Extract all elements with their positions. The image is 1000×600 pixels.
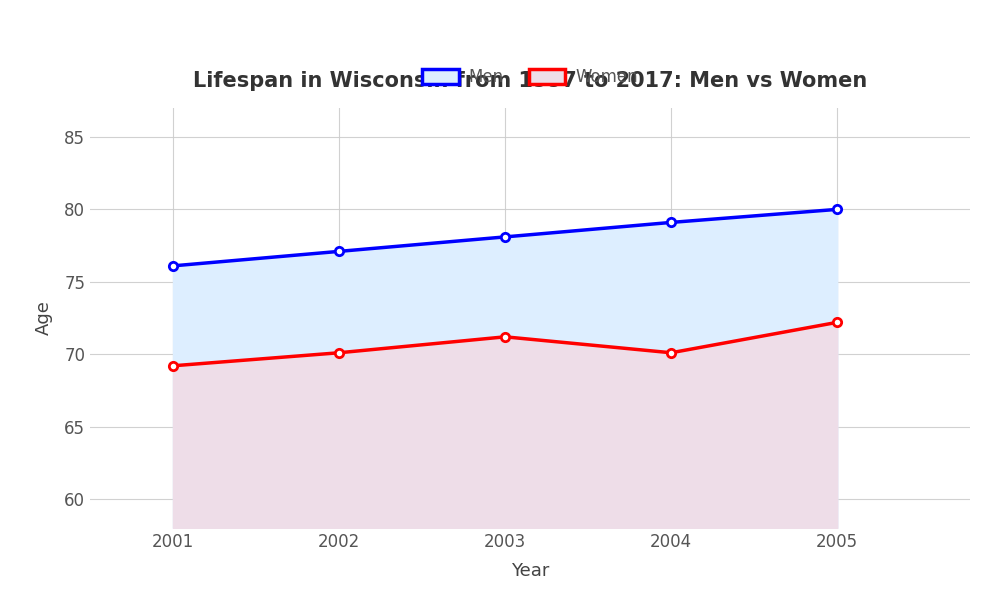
Y-axis label: Age: Age xyxy=(35,301,53,335)
X-axis label: Year: Year xyxy=(511,562,549,580)
Legend: Men, Women: Men, Women xyxy=(415,62,645,93)
Title: Lifespan in Wisconsin from 1997 to 2017: Men vs Women: Lifespan in Wisconsin from 1997 to 2017:… xyxy=(193,71,867,91)
